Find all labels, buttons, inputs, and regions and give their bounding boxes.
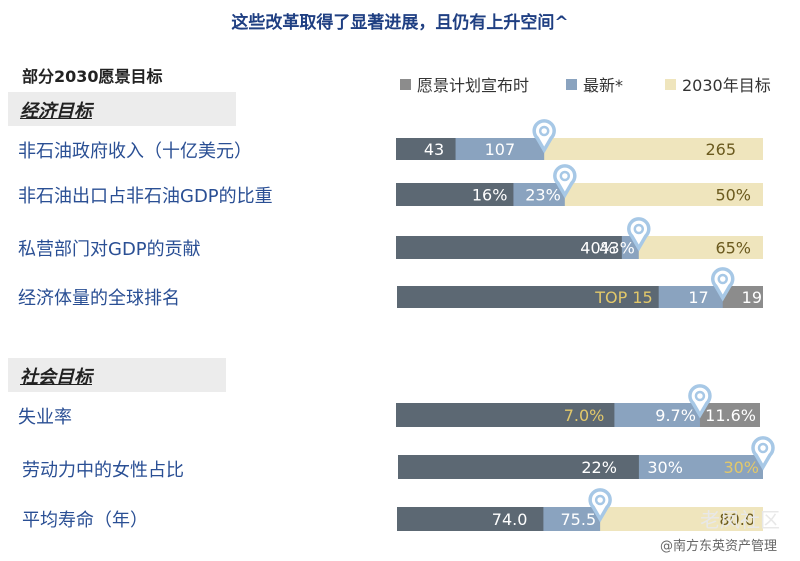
label-target-6: 80.0: [719, 510, 755, 529]
legend-label-announce: 愿景计划宣布时: [417, 76, 530, 95]
label-announce-1: 16%: [472, 186, 508, 205]
label-latest-3: 17: [688, 288, 708, 307]
bar-announce-5: [398, 455, 639, 479]
label-announce-2: 40%: [580, 239, 616, 258]
label-announce-0: 43: [424, 140, 444, 159]
pin-latest-6-center: [594, 494, 606, 506]
pin-latest-5-center: [757, 442, 769, 454]
label-latest-4: 9.7%: [655, 406, 696, 425]
label-target-5: 30%: [723, 458, 759, 477]
legend-swatch-latest: [566, 78, 577, 90]
legend-item-announce: 愿景计划宣布时: [400, 72, 529, 96]
label-target-1: 50%: [715, 186, 751, 205]
chart-subtitle: 部分2030愿景目标: [22, 67, 163, 86]
label-latest-0: 107: [485, 140, 516, 159]
legend-item-latest: 最新*: [566, 72, 623, 96]
bar-announce-1: [396, 183, 514, 206]
section-label-economic: 经济目标: [20, 101, 92, 122]
row-label-global-rank: 经济体量的全球排名: [18, 288, 180, 309]
label-target-2: 65%: [715, 239, 751, 258]
label-announce-4: 11.6%: [705, 406, 756, 425]
section-header-social: 社会目标: [8, 358, 226, 392]
row-label-non-oil-revenue: 非石油政府收入（十亿美元）: [18, 141, 252, 162]
bar-target-3: [397, 286, 659, 308]
pin-latest-0-center: [538, 125, 550, 137]
bar-announce-2: [396, 236, 622, 259]
label-latest-6: 75.5: [561, 510, 597, 529]
row-label-unemployment: 失业率: [18, 407, 72, 428]
bar-announce-0: [396, 138, 456, 160]
row-label-private-sector: 私营部门对GDP的贡献: [18, 239, 201, 260]
label-target-4: 7.0%: [564, 406, 605, 425]
label-latest-5: 30%: [647, 458, 683, 477]
legend-item-target: 2030年目标: [665, 72, 771, 96]
section-header-economic: 经济目标: [8, 92, 236, 126]
section-label-social: 社会目标: [20, 367, 92, 388]
pin-latest-4-center: [694, 390, 706, 402]
legend-label-target: 2030年目标: [682, 76, 771, 95]
label-announce-3: 19: [742, 288, 762, 307]
watermark-text: 老凤社区: [700, 508, 780, 532]
legend-label-latest: 最新*: [583, 76, 624, 95]
row-label-female-labor: 劳动力中的女性占比: [22, 460, 184, 481]
legend-swatch-announce: [400, 78, 411, 90]
chart-title: 这些改革取得了显著进展，且仍有上升空间^: [231, 13, 569, 33]
bar-announce-6: [397, 507, 544, 531]
legend-swatch-target: [665, 78, 676, 90]
label-announce-5: 22%: [581, 458, 617, 477]
label-latest-2: 43%: [599, 239, 635, 258]
label-announce-6: 74.0: [492, 510, 528, 529]
pin-latest-2-center: [633, 223, 645, 235]
row-label-life-expectancy: 平均寿命（年）: [22, 510, 148, 531]
bar-target-4: [396, 403, 615, 427]
label-latest-1: 23%: [525, 186, 561, 205]
label-target-3: TOP 15: [594, 288, 652, 307]
row-label-non-oil-exports: 非石油出口占非石油GDP的比重: [18, 186, 273, 207]
label-target-0: 265: [705, 140, 736, 159]
watermark-subtext: @南方东英资产管理: [660, 539, 778, 554]
pin-latest-1-center: [559, 170, 571, 182]
pin-latest-3-center: [717, 273, 728, 285]
